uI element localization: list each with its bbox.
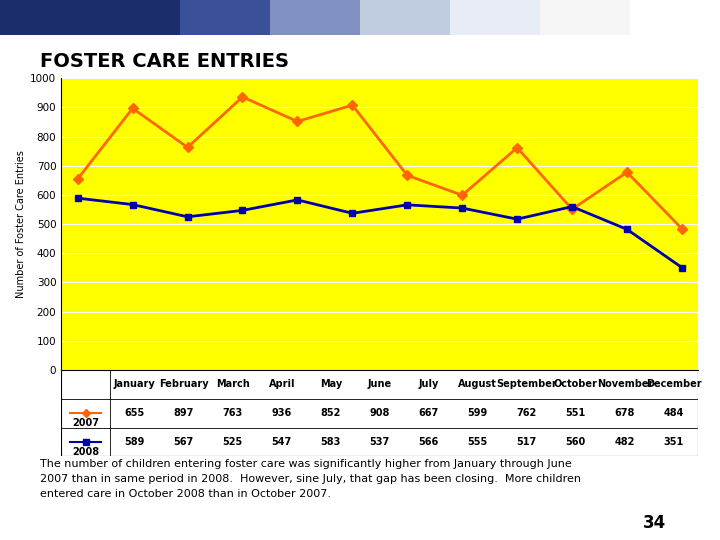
Text: 517: 517 bbox=[517, 437, 537, 447]
Text: 897: 897 bbox=[174, 408, 194, 418]
Bar bbox=[0, 0, 90, 35]
Text: November: November bbox=[597, 379, 653, 389]
Text: 763: 763 bbox=[222, 408, 243, 418]
Bar bbox=[540, 0, 630, 35]
Text: 908: 908 bbox=[369, 408, 390, 418]
Text: 2007: 2007 bbox=[72, 418, 99, 428]
Text: April: April bbox=[269, 379, 295, 389]
Bar bbox=[90, 0, 180, 35]
Text: January: January bbox=[114, 379, 156, 389]
Text: 566: 566 bbox=[419, 437, 439, 447]
Text: 852: 852 bbox=[320, 408, 341, 418]
Text: 351: 351 bbox=[664, 437, 684, 447]
Text: 567: 567 bbox=[174, 437, 194, 447]
Text: 936: 936 bbox=[271, 408, 292, 418]
Text: 599: 599 bbox=[468, 408, 488, 418]
Text: March: March bbox=[216, 379, 250, 389]
Text: 560: 560 bbox=[566, 437, 586, 447]
Text: The number of children entering foster care was significantly higher from Januar: The number of children entering foster c… bbox=[40, 459, 580, 498]
Text: 547: 547 bbox=[271, 437, 292, 447]
Text: 655: 655 bbox=[125, 408, 145, 418]
Y-axis label: Number of Foster Care Entries: Number of Foster Care Entries bbox=[16, 150, 26, 298]
Text: July: July bbox=[418, 379, 439, 389]
Text: 589: 589 bbox=[125, 437, 145, 447]
Text: 555: 555 bbox=[468, 437, 488, 447]
Bar bbox=[180, 0, 270, 35]
Text: 678: 678 bbox=[615, 408, 635, 418]
Text: 482: 482 bbox=[615, 437, 635, 447]
Text: May: May bbox=[320, 379, 342, 389]
Text: 34: 34 bbox=[643, 514, 666, 532]
Text: December: December bbox=[646, 379, 702, 389]
Text: February: February bbox=[159, 379, 209, 389]
Bar bbox=[360, 0, 450, 35]
Text: 667: 667 bbox=[419, 408, 439, 418]
Bar bbox=[270, 0, 360, 35]
Text: October: October bbox=[554, 379, 598, 389]
Text: 484: 484 bbox=[664, 408, 684, 418]
Text: FOSTER CARE ENTRIES: FOSTER CARE ENTRIES bbox=[40, 51, 289, 71]
Text: 537: 537 bbox=[369, 437, 390, 447]
Text: 583: 583 bbox=[320, 437, 341, 447]
Text: September: September bbox=[497, 379, 557, 389]
Text: August: August bbox=[459, 379, 498, 389]
Text: June: June bbox=[368, 379, 392, 389]
Bar bbox=[630, 0, 720, 35]
Text: 2008: 2008 bbox=[72, 447, 99, 457]
Text: 525: 525 bbox=[222, 437, 243, 447]
Text: 762: 762 bbox=[517, 408, 537, 418]
Text: 551: 551 bbox=[566, 408, 586, 418]
Bar bbox=[450, 0, 540, 35]
